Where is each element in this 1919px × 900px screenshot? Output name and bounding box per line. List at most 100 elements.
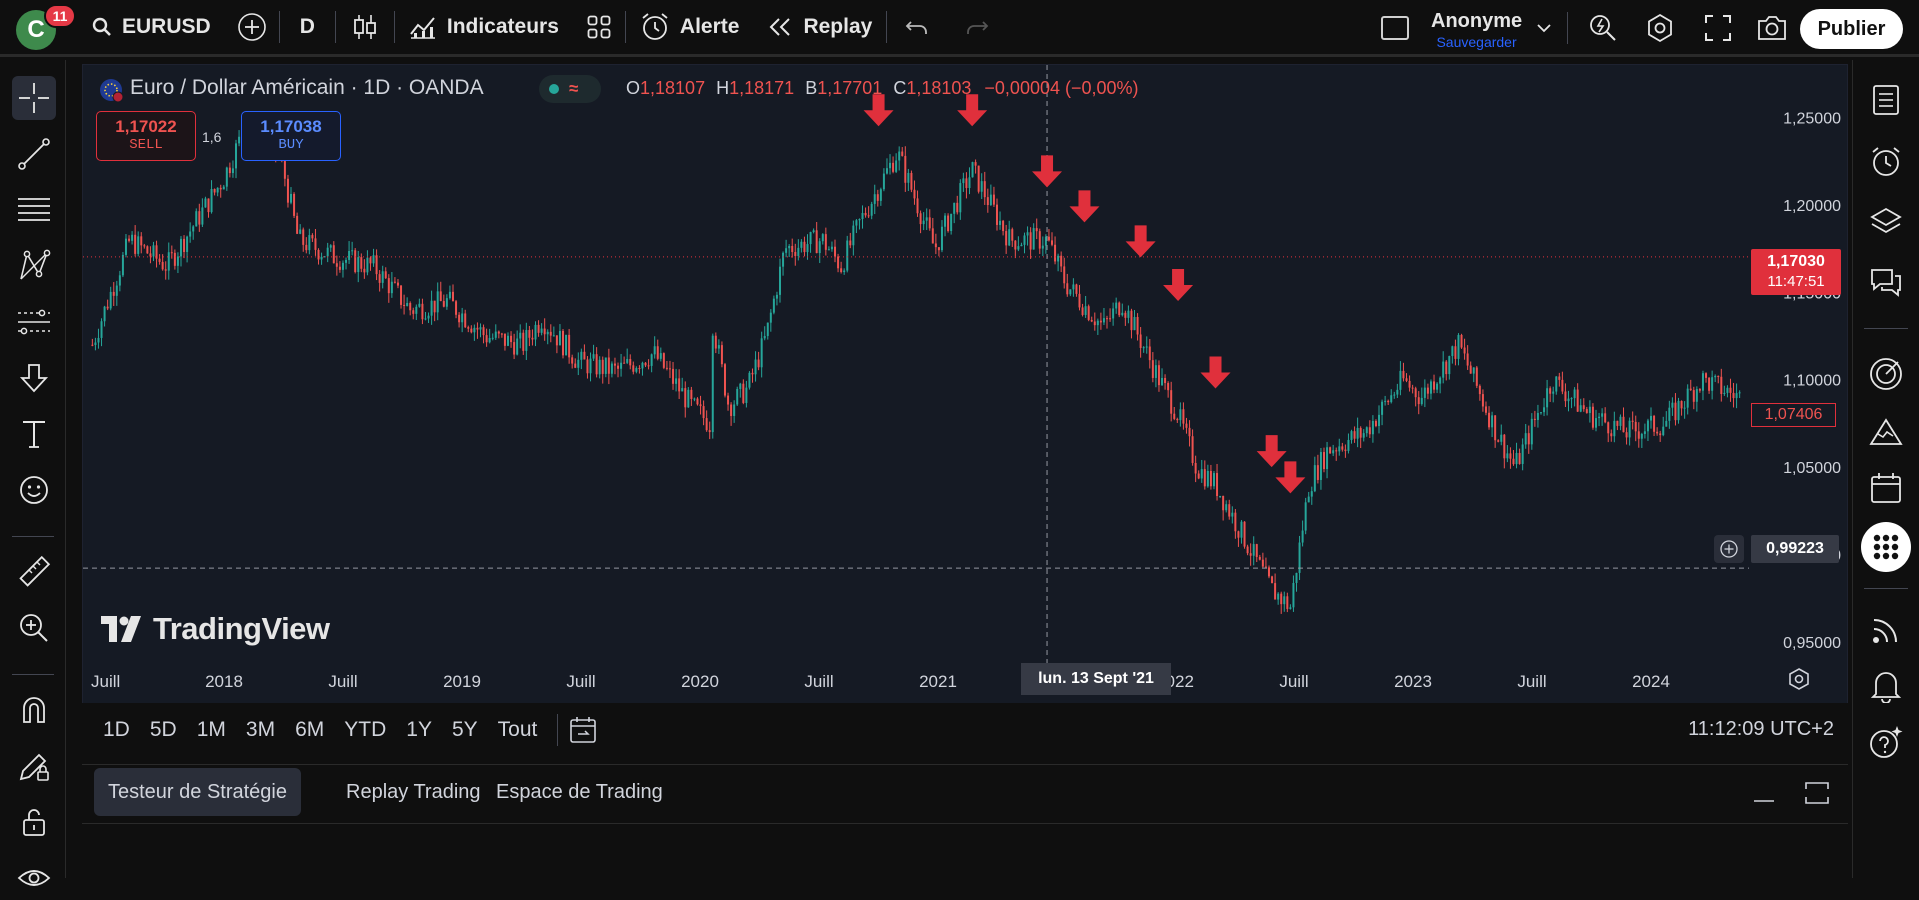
candle-body bbox=[638, 368, 641, 370]
replay-button[interactable]: Replay bbox=[753, 0, 886, 56]
indicators-label: Indicateurs bbox=[446, 15, 559, 38]
range-button[interactable]: YTD bbox=[344, 717, 387, 741]
symbol-label: EURUSD bbox=[122, 15, 211, 38]
watchlist-button[interactable] bbox=[1864, 78, 1908, 122]
range-button[interactable]: 5D bbox=[149, 717, 177, 741]
range-button[interactable]: 1D bbox=[103, 717, 130, 741]
redo-button[interactable] bbox=[947, 0, 1007, 56]
candle-body bbox=[1439, 377, 1442, 384]
pattern-tool[interactable] bbox=[12, 244, 56, 288]
minimize-icon[interactable] bbox=[1752, 787, 1776, 803]
goto-date-icon[interactable] bbox=[568, 715, 598, 745]
quick-search-icon[interactable] bbox=[1588, 13, 1618, 43]
arrow-tool[interactable] bbox=[12, 356, 56, 400]
clock[interactable]: 11:12:09 UTC+2 bbox=[1688, 718, 1834, 740]
camera-icon[interactable] bbox=[1756, 14, 1788, 42]
user-menu[interactable]: Anonyme Sauvegarder bbox=[1431, 10, 1522, 50]
tab-trading-space[interactable]: Espace de Trading bbox=[482, 768, 677, 816]
candle-body bbox=[1396, 389, 1399, 395]
crosshair-tool[interactable] bbox=[12, 76, 56, 120]
high-value: 1,18171 bbox=[729, 78, 795, 98]
layout-checkbox[interactable] bbox=[1381, 16, 1409, 40]
products-button[interactable] bbox=[1861, 522, 1911, 572]
candle-body bbox=[604, 357, 607, 374]
candle-body bbox=[464, 313, 467, 328]
horizontal-lines-icon bbox=[18, 198, 50, 221]
candle-body bbox=[745, 387, 748, 403]
axis-settings-icon[interactable] bbox=[1787, 667, 1811, 691]
fullscreen-icon[interactable] bbox=[1705, 15, 1731, 41]
candle-body bbox=[580, 351, 583, 360]
candle-body bbox=[348, 250, 351, 260]
maximize-icon[interactable] bbox=[1804, 781, 1830, 805]
text-tool[interactable] bbox=[12, 412, 56, 456]
tab-replay-trading[interactable]: Replay Trading bbox=[332, 768, 495, 816]
settings-icon[interactable] bbox=[1645, 13, 1675, 43]
lock-drawing-tool[interactable] bbox=[12, 744, 56, 788]
range-button[interactable]: 6M bbox=[295, 717, 325, 741]
fib-tool[interactable] bbox=[12, 188, 56, 232]
candle-body bbox=[965, 178, 968, 189]
calendar-button[interactable] bbox=[1864, 466, 1908, 510]
chats-button[interactable] bbox=[1864, 260, 1908, 304]
zoom-tool[interactable] bbox=[12, 606, 56, 650]
candle-body bbox=[742, 383, 745, 403]
candle-body bbox=[231, 168, 234, 174]
templates-button[interactable] bbox=[573, 0, 625, 56]
candle-body bbox=[1332, 450, 1335, 454]
price-chart[interactable]: 1,250001,200001,150001,100001,050001,000… bbox=[83, 65, 1849, 757]
chart-type-button[interactable] bbox=[336, 0, 394, 56]
crosshair-add-button[interactable] bbox=[1714, 535, 1744, 563]
buy-button[interactable]: 1,17038 BUY bbox=[241, 111, 341, 161]
ruler-tool[interactable] bbox=[12, 550, 56, 594]
candle-body bbox=[626, 358, 629, 363]
chevron-down-icon[interactable] bbox=[1536, 22, 1552, 34]
candle-body bbox=[937, 247, 940, 251]
candle-body bbox=[779, 266, 781, 295]
candle-body bbox=[510, 335, 513, 343]
sell-price: 1,17022 bbox=[115, 117, 177, 136]
candle-body bbox=[1310, 491, 1313, 497]
candle-body bbox=[216, 187, 219, 193]
symbol-title[interactable]: Euro / Dollar Américain · 1D · OANDA bbox=[130, 76, 484, 99]
trend-line-tool[interactable] bbox=[12, 132, 56, 176]
chart-area[interactable]: 1,250001,200001,150001,100001,050001,000… bbox=[82, 64, 1848, 756]
alerts-panel-button[interactable] bbox=[1864, 140, 1908, 184]
candle-body bbox=[800, 241, 803, 248]
candle-body bbox=[134, 234, 137, 254]
range-button[interactable]: 3M bbox=[245, 717, 276, 741]
layers-button[interactable] bbox=[1864, 200, 1908, 244]
notifications-button[interactable] bbox=[1864, 664, 1908, 708]
tab-strategy-tester[interactable]: Testeur de Stratégie bbox=[94, 768, 301, 816]
alert-button[interactable]: Alerte bbox=[626, 0, 754, 56]
indicators-button[interactable]: Indicateurs bbox=[395, 0, 573, 56]
symbol-search[interactable]: EURUSD bbox=[84, 0, 225, 56]
help-button[interactable] bbox=[1864, 720, 1908, 764]
magnet-tool[interactable] bbox=[12, 688, 56, 732]
sell-button[interactable]: 1,17022 SELL bbox=[96, 111, 196, 161]
candle-body bbox=[335, 263, 338, 267]
candle-body bbox=[699, 404, 702, 407]
candle-body bbox=[879, 189, 882, 201]
candle-body bbox=[326, 247, 329, 257]
range-button[interactable]: Tout bbox=[497, 717, 538, 741]
emoji-tool[interactable] bbox=[12, 468, 56, 512]
range-button[interactable]: 1M bbox=[196, 717, 226, 741]
ideas-button[interactable] bbox=[1864, 352, 1908, 396]
market-status[interactable]: ≈ bbox=[539, 75, 601, 103]
trade-button[interactable] bbox=[1864, 410, 1908, 454]
range-button[interactable]: 1Y bbox=[406, 717, 432, 741]
compare-button[interactable] bbox=[225, 0, 279, 56]
candle-body bbox=[1481, 394, 1484, 407]
save-link[interactable]: Sauvegarder bbox=[1436, 34, 1517, 50]
lock-all-tool[interactable] bbox=[12, 800, 56, 844]
streams-button[interactable] bbox=[1864, 608, 1908, 652]
ruler-icon bbox=[19, 555, 51, 587]
prediction-tool[interactable] bbox=[12, 300, 56, 344]
range-button[interactable]: 5Y bbox=[451, 717, 478, 741]
visibility-tool[interactable] bbox=[12, 856, 56, 900]
layers-icon bbox=[1870, 207, 1902, 234]
undo-button[interactable] bbox=[887, 0, 947, 56]
interval-button[interactable]: D bbox=[280, 0, 335, 56]
publish-button[interactable]: Publier bbox=[1800, 9, 1903, 49]
